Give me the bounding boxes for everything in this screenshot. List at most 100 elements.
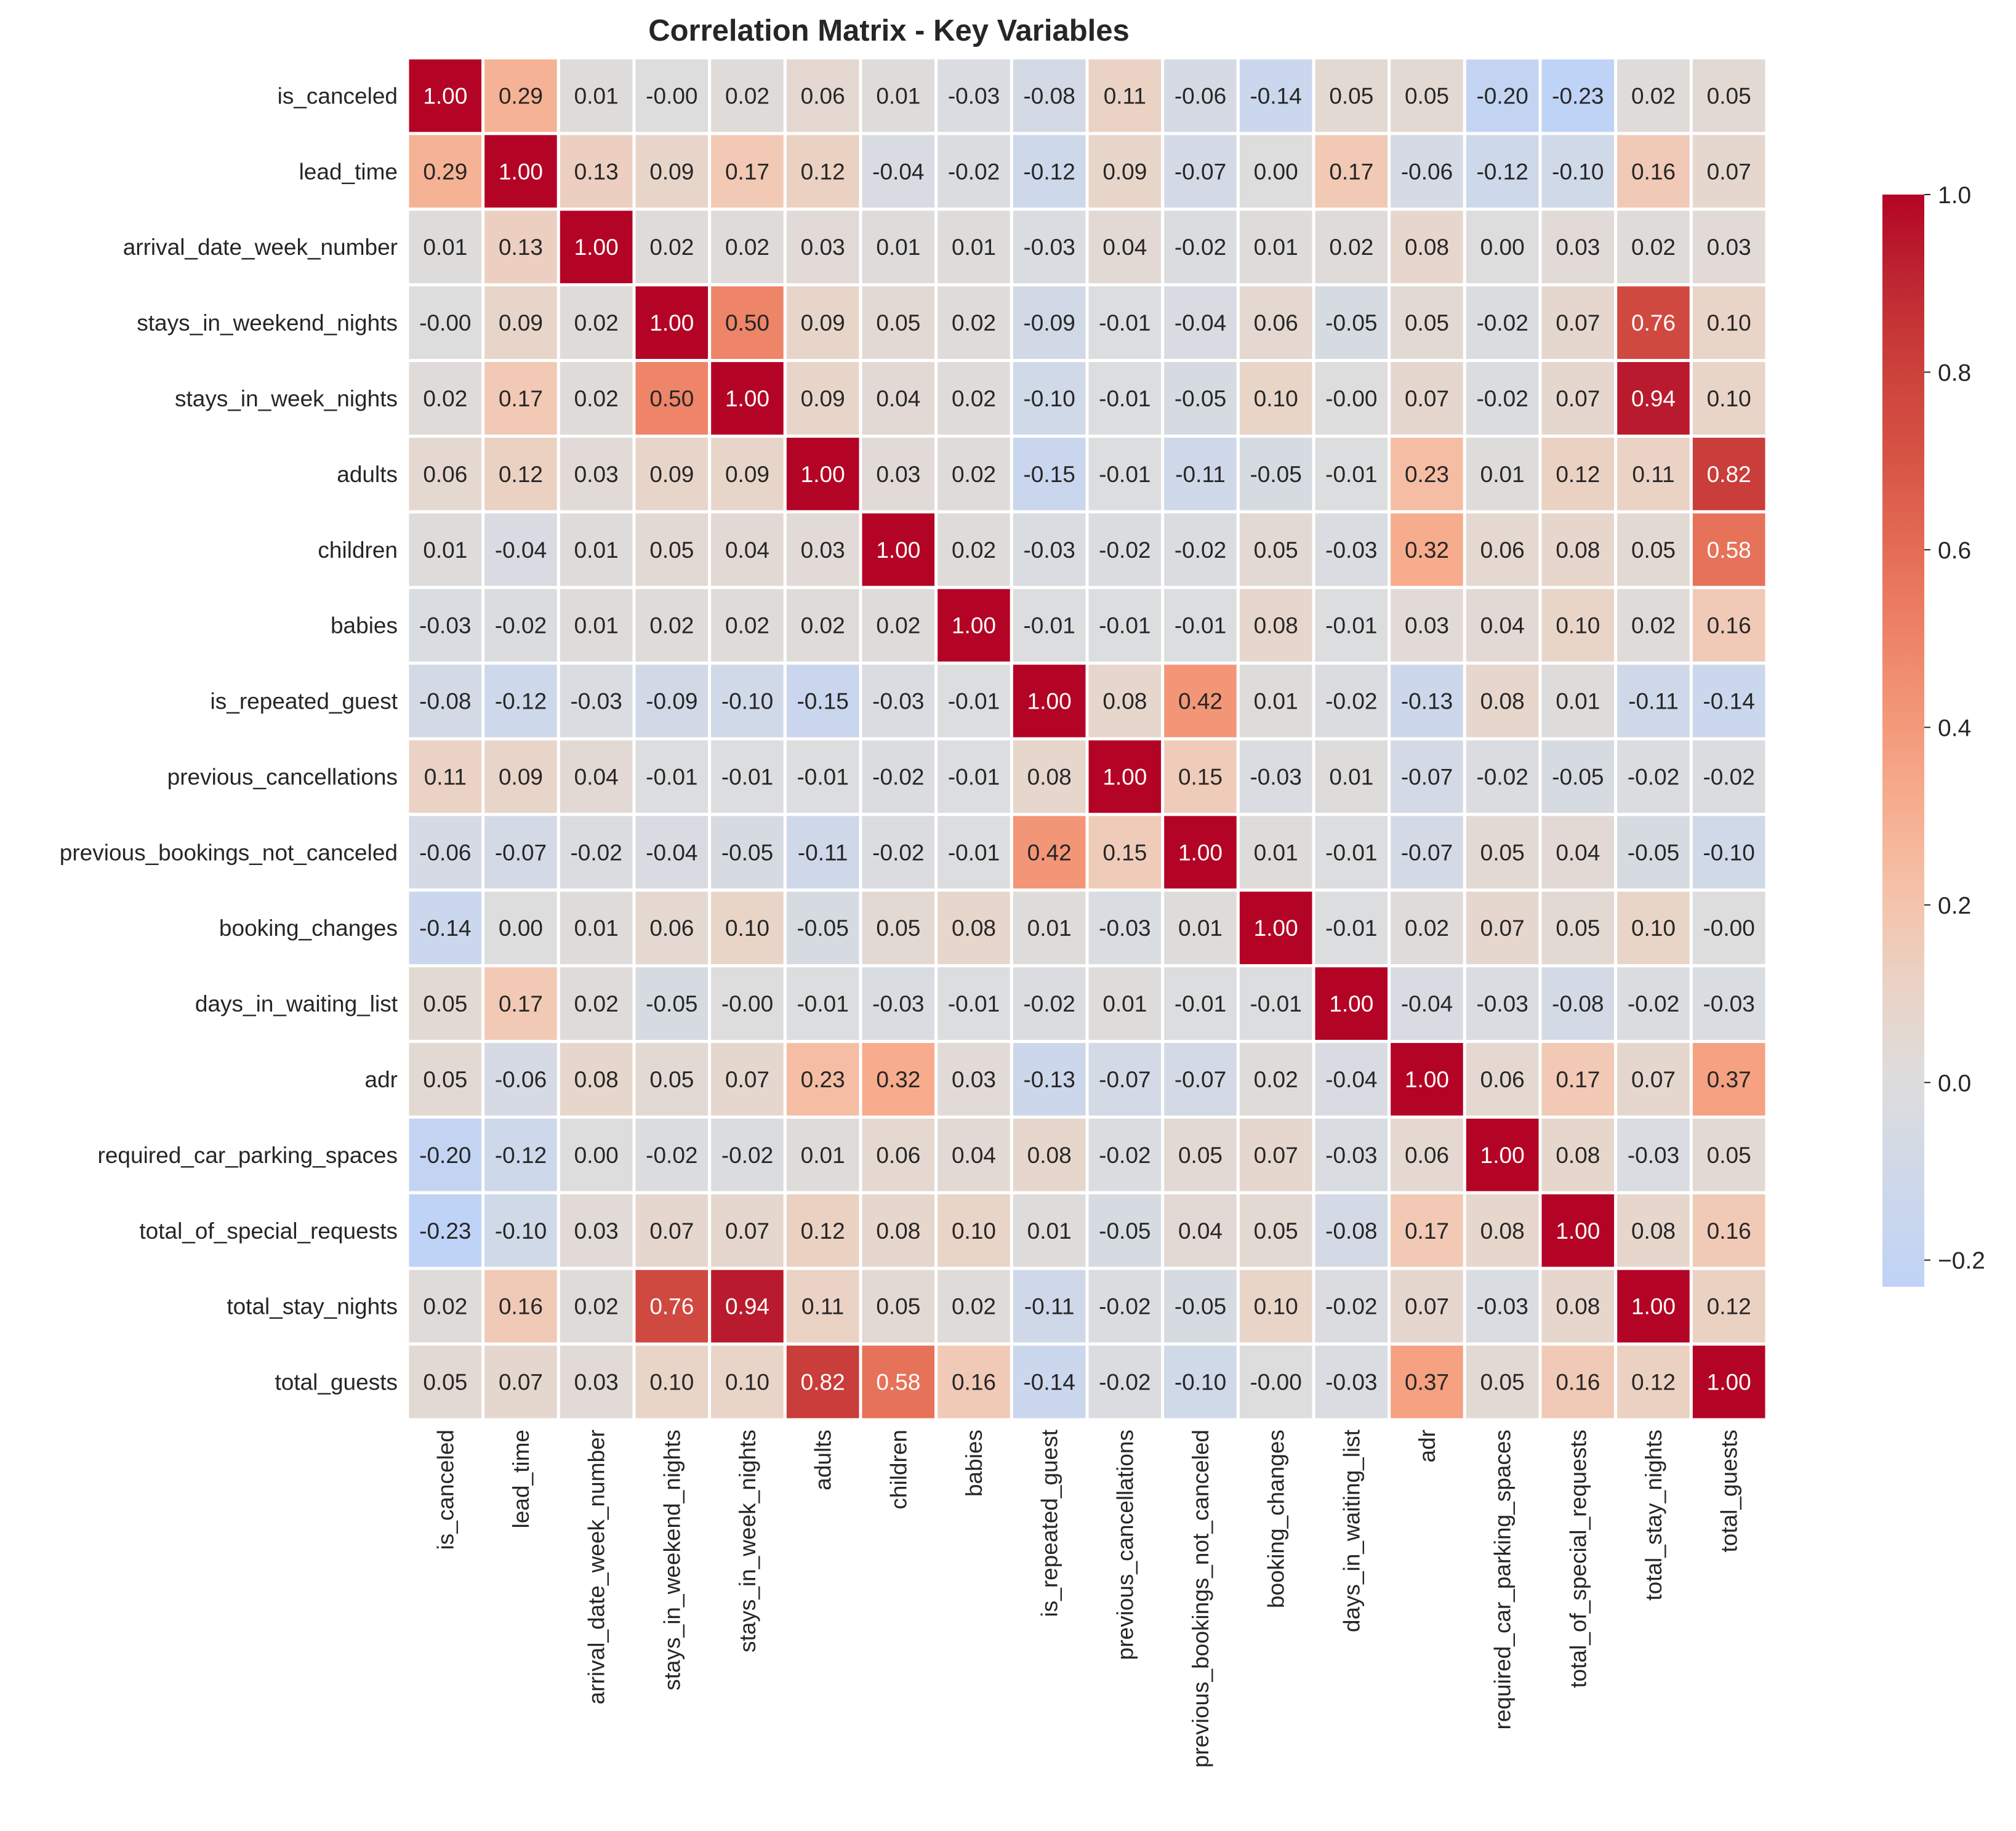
cell-value-label: -0.02: [570, 840, 622, 865]
cell-value-label: 0.10: [649, 1370, 694, 1395]
cell-value-label: 0.09: [801, 310, 845, 336]
heatmap-cell: [1689, 813, 1769, 892]
heatmap-cell: [1085, 1040, 1165, 1119]
heatmap-cell: [556, 207, 636, 287]
cell-value-label: 0.02: [1631, 235, 1676, 260]
heatmap-cell: [1689, 737, 1769, 816]
x-tick-label: days_in_waiting_list: [1339, 1429, 1364, 1632]
cell-value-label: 0.13: [574, 159, 619, 184]
heatmap-cell: [1085, 888, 1165, 968]
heatmap-cell: [556, 132, 636, 211]
cell-value-label: 0.01: [876, 83, 920, 108]
cell-value-label: 0.07: [1707, 159, 1751, 184]
cell-value-label: 0.02: [1631, 83, 1676, 108]
heatmap-cell: [1388, 56, 1466, 135]
heatmap-cell: [1689, 56, 1769, 135]
heatmap-cell: [1236, 1040, 1315, 1119]
cell-value-label: 1.00: [499, 159, 543, 184]
cell-value-label: 0.02: [952, 537, 996, 563]
heatmap-cell: [1161, 1115, 1240, 1194]
x-tick-label: babies: [962, 1430, 987, 1497]
cell-value-label: 0.08: [876, 1218, 920, 1244]
cell-value-label: -0.01: [721, 764, 773, 789]
heatmap-cell: [859, 1266, 938, 1346]
cell-value-label: -0.05: [1175, 386, 1226, 411]
cell-value-label: 0.02: [725, 613, 769, 638]
cell-value-label: 0.42: [1027, 840, 1072, 865]
cell-value-label: 0.03: [574, 1218, 619, 1244]
x-tick-label: stays_in_week_nights: [735, 1430, 760, 1652]
cell-value-label: 0.07: [1556, 386, 1600, 411]
y-tick-label: babies: [331, 613, 398, 638]
heatmap-cell: [1689, 1191, 1769, 1270]
y-tick-label: stays_in_weekend_nights: [137, 310, 398, 336]
cell-value-label: 0.10: [1707, 386, 1751, 411]
cell-value-label: 0.03: [574, 462, 619, 487]
cell-value-label: -0.02: [1476, 386, 1528, 411]
cell-value-label: -0.23: [1552, 83, 1604, 108]
cell-value-label: -0.02: [1175, 537, 1226, 563]
y-tick-label: children: [318, 537, 398, 563]
heatmap-cell: [481, 283, 560, 363]
y-tick-label: adults: [337, 462, 398, 487]
cell-value-label: -0.09: [646, 689, 697, 714]
y-tick-label: is_canceled: [278, 83, 398, 108]
heatmap-cell: [632, 283, 712, 363]
cell-value-label: -0.01: [646, 764, 697, 789]
cell-value-label: -0.07: [495, 840, 547, 865]
cell-value-label: -0.00: [721, 991, 773, 1016]
cell-value-label: -0.05: [1099, 1218, 1151, 1244]
heatmap-cell: [1236, 1115, 1315, 1194]
cell-value-label: 0.04: [1556, 840, 1600, 865]
x-tick-label: adults: [811, 1430, 836, 1491]
cell-value-label: 0.07: [1480, 915, 1525, 941]
y-tick-label: is_repeated_guest: [211, 689, 398, 714]
cell-value-label: 0.12: [499, 462, 543, 487]
cell-value-label: 0.17: [499, 991, 543, 1016]
heatmap-cell: [708, 737, 787, 816]
cell-value-label: -0.14: [1703, 689, 1754, 714]
heatmap-cell: [1689, 132, 1769, 211]
cell-value-label: 1.00: [1631, 1294, 1676, 1319]
heatmap-cell: [1312, 1040, 1391, 1119]
heatmap-cell: [481, 964, 560, 1044]
cell-value-label: 0.12: [1707, 1294, 1751, 1319]
cell-value-label: 0.02: [1405, 915, 1449, 941]
y-tick-label: stays_in_week_nights: [175, 386, 398, 411]
heatmap-cell: [1388, 359, 1466, 438]
colorbar-tick-label: 0.4: [1938, 715, 1971, 741]
cell-value-label: -0.03: [570, 689, 622, 714]
cell-value-label: -0.11: [1024, 1294, 1075, 1319]
cell-value-label: -0.10: [1552, 159, 1604, 184]
heatmap-cell: [1614, 586, 1693, 665]
heatmap-cell: [1538, 1040, 1618, 1119]
heatmap-cell: [783, 283, 862, 363]
cell-value-label: 0.42: [1178, 689, 1223, 714]
cell-value-label: -0.02: [495, 613, 547, 638]
cell-value-label: -0.07: [1401, 764, 1453, 789]
cell-value-label: 0.08: [1027, 764, 1072, 789]
cell-value-label: -0.10: [1703, 840, 1754, 865]
cell-value-label: -0.10: [495, 1218, 547, 1244]
cell-value-label: 0.50: [649, 386, 694, 411]
x-tick-labels: is_canceled lead_time arrival_date_week_nu…: [433, 1429, 1741, 1768]
cell-value-label: 0.02: [649, 235, 694, 260]
cell-value-label: 1.00: [1254, 915, 1298, 941]
heatmap-cell: [783, 359, 862, 438]
heatmap-cell: [406, 510, 485, 589]
cell-value-label: 0.09: [499, 764, 543, 789]
cell-value-label: -0.09: [1023, 310, 1075, 336]
heatmap-cell: [708, 813, 787, 892]
cell-value-label: -0.01: [1325, 840, 1377, 865]
heatmap-cell: [1236, 1266, 1315, 1346]
cell-value-label: 0.02: [574, 991, 619, 1016]
cell-value-label: -0.12: [1023, 159, 1075, 184]
heatmap-cell: [859, 359, 938, 438]
heatmap-cell: [556, 56, 636, 135]
cell-value-label: 0.08: [1480, 1218, 1525, 1244]
cell-value-label: -0.01: [948, 689, 1000, 714]
y-tick-label: arrival_date_week_number: [123, 235, 398, 260]
cell-value-label: 0.10: [725, 1370, 769, 1395]
colorbar: −0.2 0.0 0.2 0.4 0.6 0.8 1.0: [1882, 182, 1985, 1287]
cell-value-label: -0.01: [1099, 462, 1151, 487]
